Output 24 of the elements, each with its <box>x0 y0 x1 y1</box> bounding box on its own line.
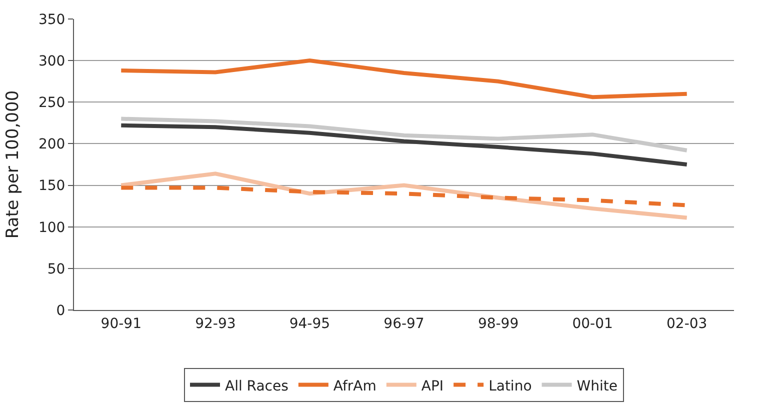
y-tick-label: 300 <box>38 53 66 70</box>
y-tick-label: 50 <box>47 261 66 278</box>
x-tick-label: 98-99 <box>478 316 519 332</box>
x-tick-label: 94-95 <box>289 316 330 332</box>
y-tick-label: 100 <box>38 220 66 236</box>
x-tick-label: 90-91 <box>100 316 142 332</box>
y-tick-label: 0 <box>56 302 66 319</box>
legend-label: White <box>576 378 618 394</box>
y-tick-label: 200 <box>38 136 66 153</box>
line-series <box>119 58 689 100</box>
y-tick-label: 250 <box>38 95 66 112</box>
x-tick-label: 02-03 <box>666 316 708 332</box>
legend-label: API <box>421 378 444 394</box>
legend-label: AfrAm <box>333 378 376 394</box>
y-axis-title: Rate per 100,000 <box>3 90 24 239</box>
x-tick-label: 96-97 <box>384 316 424 332</box>
legend-label: Latino <box>488 378 532 394</box>
x-tick-label: 00-01 <box>572 316 613 332</box>
y-tick-label: 150 <box>38 178 66 194</box>
x-tick-label: 92-93 <box>195 316 236 332</box>
legend-label: All Races <box>225 378 288 394</box>
y-tick-label: 350 <box>38 12 66 28</box>
line-series <box>119 123 689 166</box>
line-series <box>119 116 689 152</box>
